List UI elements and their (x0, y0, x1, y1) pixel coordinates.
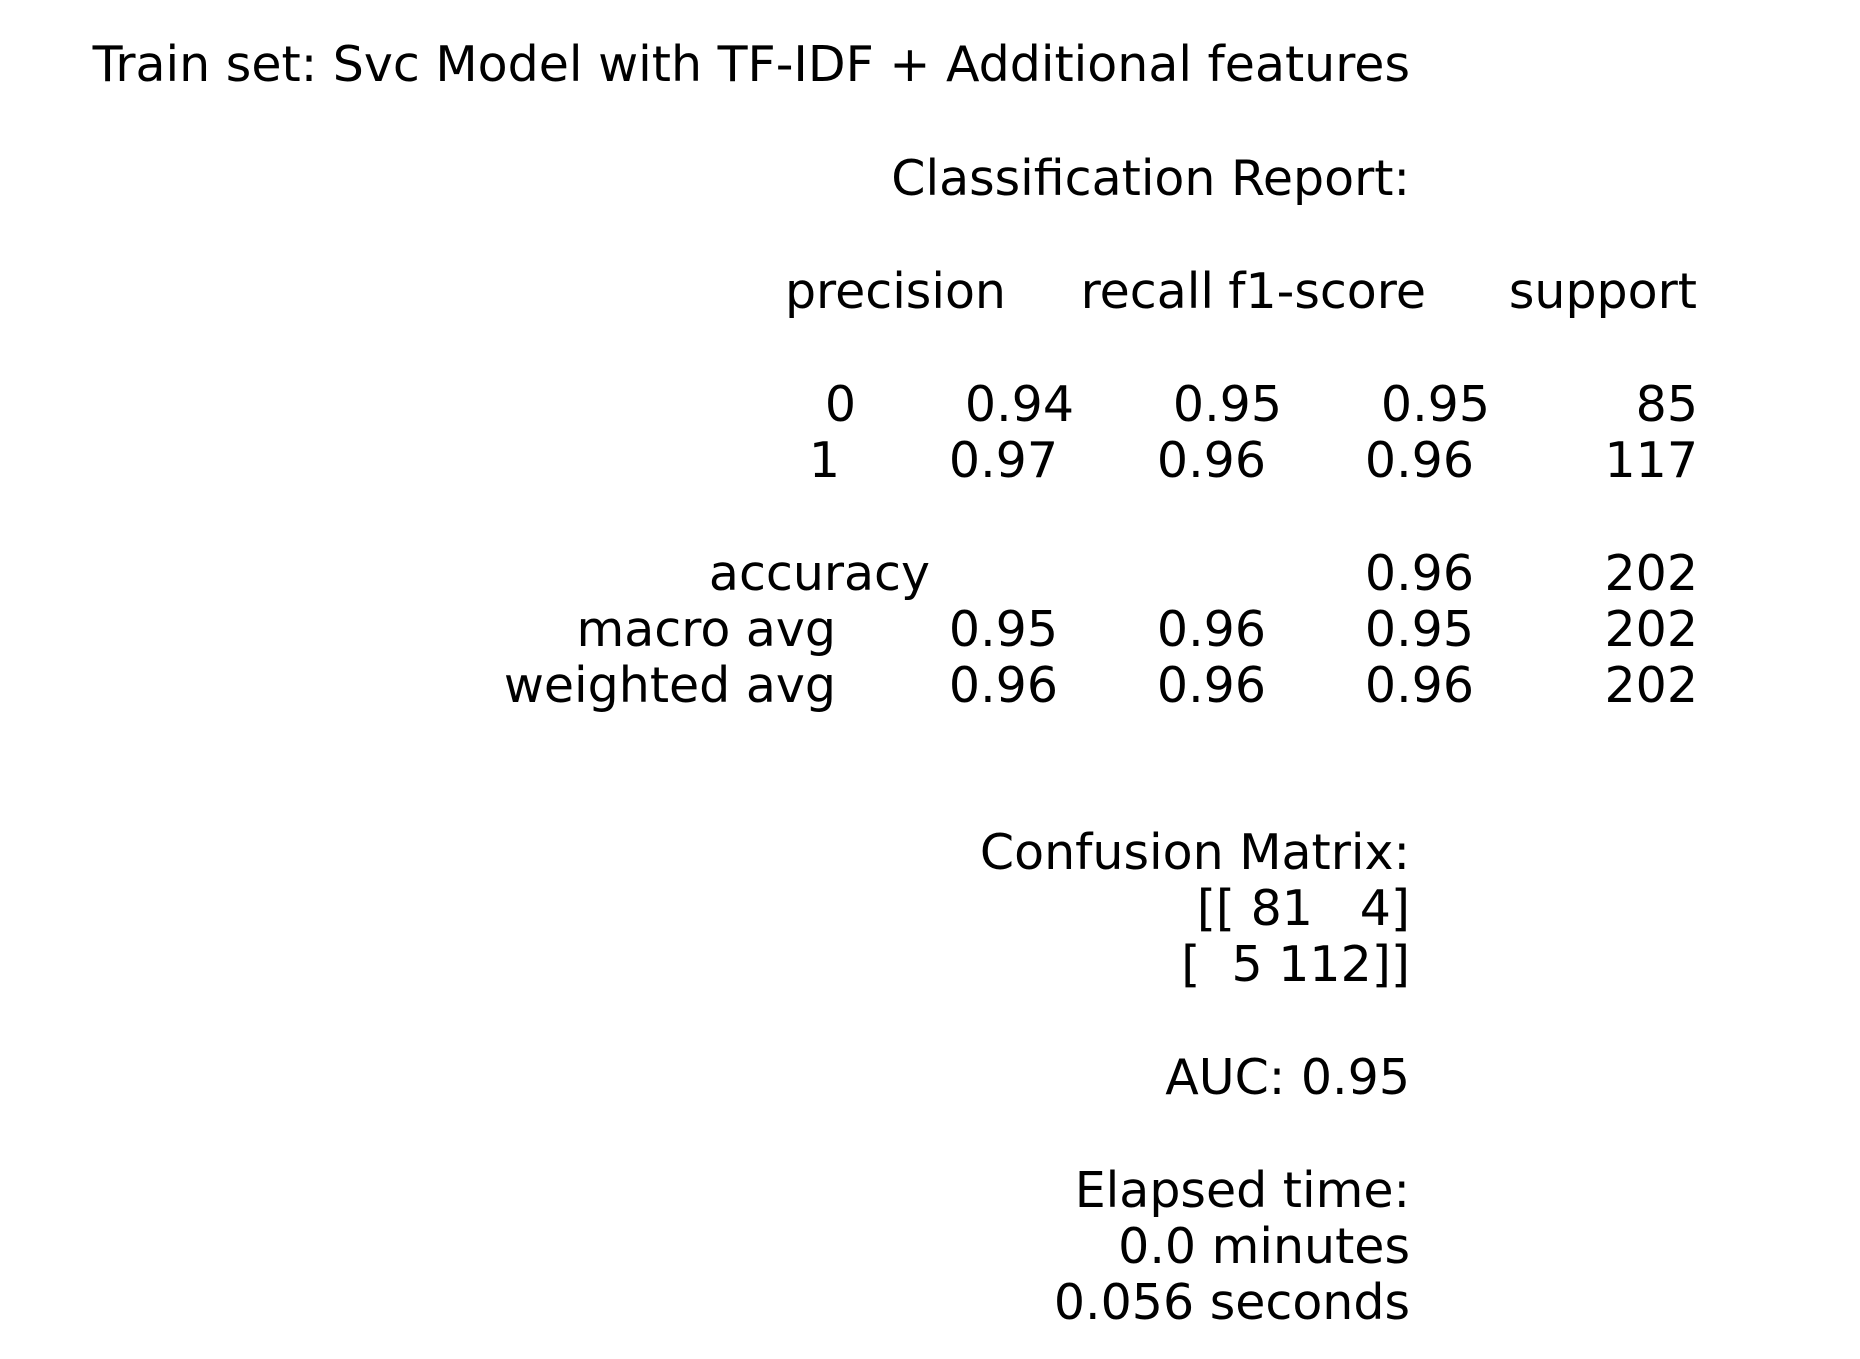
f1-score-header: f1-score (1228, 263, 1426, 320)
precision-value: 0.94 (964, 376, 1074, 433)
table-row-class-0: 0 0.94 0.95 0.95 85 (0, 380, 1860, 429)
elapsed-time-heading: Elapsed time: (1074, 1162, 1410, 1219)
recall-value: 0.95 (1172, 376, 1282, 433)
f1-value: 0.96 (1364, 432, 1474, 489)
report-title: Train set: Svc Model with TF-IDF + Addit… (92, 36, 1410, 93)
table-row-accuracy: accuracy 0.96 202 (0, 549, 1860, 598)
confusion-matrix-row-1: [[ 81 4] (1196, 880, 1410, 937)
auc-value: AUC: 0.95 (1165, 1049, 1410, 1106)
classification-report-heading: Classification Report: (891, 150, 1410, 207)
support-value: 85 (1635, 376, 1698, 433)
f1-value: 0.96 (1364, 657, 1474, 714)
precision-header: precision (784, 263, 1006, 320)
precision-value: 0.97 (948, 432, 1058, 489)
support-value: 202 (1604, 601, 1698, 658)
recall-value: 0.96 (1156, 601, 1266, 658)
row-label: 0 (824, 376, 856, 433)
table-row-weighted-avg: weighted avg 0.96 0.96 0.96 202 (0, 661, 1860, 710)
recall-header: recall (1080, 263, 1214, 320)
support-value: 202 (1604, 657, 1698, 714)
row-label: weighted avg (503, 657, 836, 714)
precision-value: 0.96 (948, 657, 1058, 714)
recall-value: 0.96 (1156, 432, 1266, 489)
confusion-matrix-heading: Confusion Matrix: (979, 824, 1410, 881)
accuracy-support-value: 202 (1604, 545, 1698, 602)
support-header: support (1508, 263, 1697, 320)
precision-value: 0.95 (948, 601, 1058, 658)
f1-value: 0.95 (1364, 601, 1474, 658)
table-row-macro-avg: macro avg 0.95 0.96 0.95 202 (0, 605, 1860, 654)
accuracy-f1-value: 0.96 (1364, 545, 1474, 602)
support-value: 117 (1604, 432, 1698, 489)
elapsed-minutes: 0.0 minutes (1118, 1218, 1410, 1275)
row-label: macro avg (576, 601, 836, 658)
elapsed-seconds: 0.056 seconds (1053, 1274, 1410, 1331)
row-label: 1 (808, 432, 840, 489)
table-row-class-1: 1 0.97 0.96 0.96 117 (0, 436, 1860, 485)
confusion-matrix-row-2: [ 5 112]] (1181, 936, 1410, 993)
table-header-row: precision recall f1-score support (0, 267, 1860, 316)
accuracy-label: accuracy (708, 545, 930, 602)
f1-value: 0.95 (1380, 376, 1490, 433)
recall-value: 0.96 (1156, 657, 1266, 714)
